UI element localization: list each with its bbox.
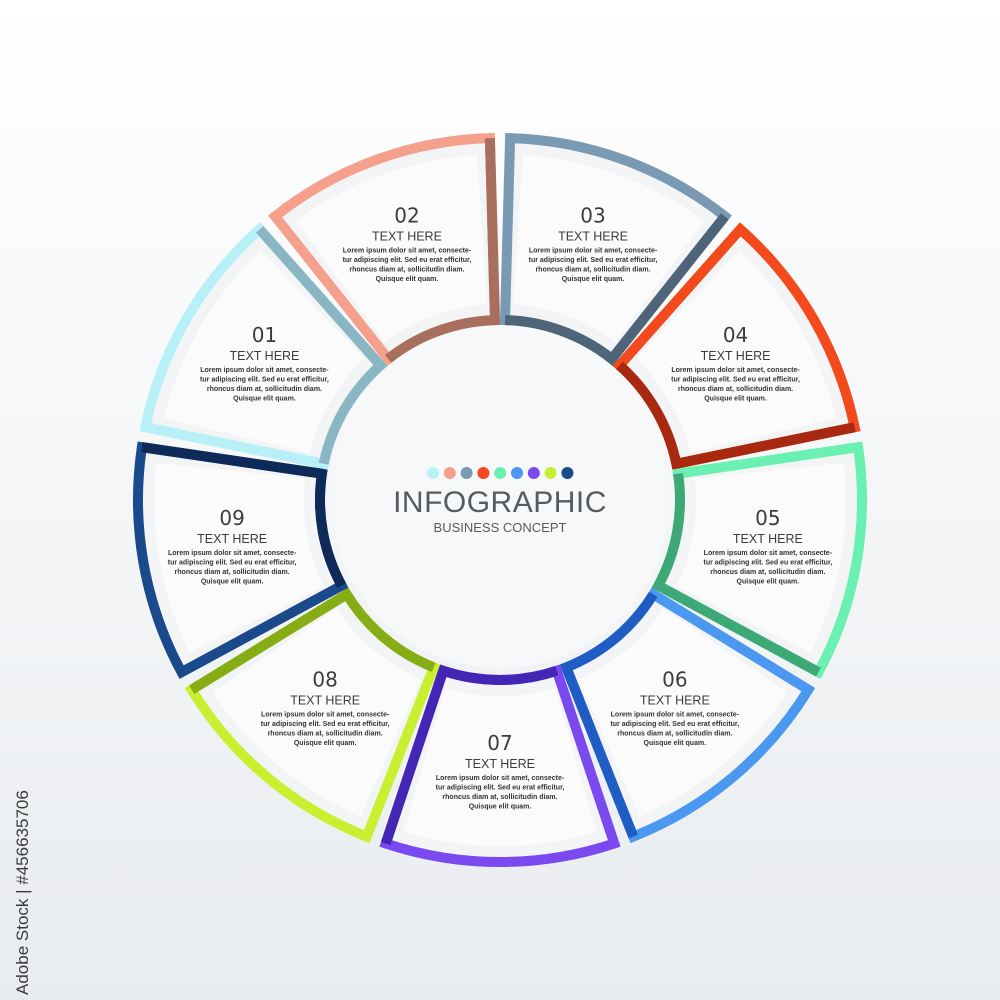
color-dot: [511, 467, 523, 479]
segment-body-line: Quisque elit quam.: [294, 740, 357, 747]
segment-heading: TEXT HERE: [197, 532, 267, 546]
segment-heading: TEXT HERE: [701, 349, 771, 363]
segment-shade: [141, 442, 347, 588]
color-dots: [427, 467, 574, 479]
segment-panel: [154, 462, 325, 653]
segment-body-line: tur adipiscing elit. Sed eu erat efficit…: [168, 560, 297, 567]
segment-shade: [504, 213, 729, 366]
color-dot: [561, 467, 574, 479]
segment-heading: TEXT HERE: [640, 693, 710, 707]
center-title: INFOGRAPHIC: [393, 486, 607, 519]
segment-05[interactable]: 05 TEXT HERE Lorem ipsum dolor sit amet, c…: [651, 441, 867, 679]
segment-01[interactable]: 01 TEXT HERE Lorem ipsum dolor sit amet, c…: [139, 222, 388, 470]
segment-body-line: rhoncus diam at, sollicitudin diam.: [535, 266, 650, 273]
segment-body-line: Quisque elit quam.: [704, 396, 767, 403]
segment-body-line: tur adipiscing elit. Sed eu erat efficit…: [703, 560, 832, 567]
segments-ring: 03 TEXT HERE Lorem ipsum dolor sit amet, c…: [133, 133, 867, 867]
segment-shade: [255, 225, 388, 465]
segment-02[interactable]: 02 TEXT HERE Lorem ipsum dolor sit amet, c…: [268, 133, 501, 366]
segment-heading: TEXT HERE: [372, 229, 442, 243]
segment-body-line: rhoncus diam at, sollicitudin diam.: [207, 386, 322, 393]
segment-body-line: Lorem ipsum dolor sit amet, consecte-: [529, 247, 658, 254]
segment-body-line: tur adipiscing elit. Sed eu erat efficit…: [200, 377, 329, 384]
segment-body-line: Lorem ipsum dolor sit amet, consecte-: [168, 550, 297, 557]
segment-number: 05: [755, 506, 780, 530]
segment-number: 06: [662, 667, 687, 691]
segment-panel: [512, 154, 705, 342]
segment-number: 08: [312, 667, 337, 691]
segment-panel: [675, 462, 847, 653]
segment-body-line: rhoncus diam at, sollicitudin diam.: [349, 266, 464, 273]
segment-03[interactable]: 03 TEXT HERE Lorem ipsum dolor sit amet, c…: [499, 133, 732, 366]
segment-body-line: Quisque elit quam.: [737, 579, 800, 586]
segment-body-line: Lorem ipsum dolor sit amet, consecte-: [436, 775, 565, 782]
segment-body-line: rhoncus diam at, sollicitudin diam.: [175, 569, 290, 576]
color-dot: [494, 467, 507, 479]
segment-07[interactable]: 07 TEXT HERE Lorem ipsum dolor sit amet, c…: [379, 664, 621, 867]
center-subtitle: BUSINESS CONCEPT: [434, 520, 567, 535]
segment-body-line: Quisque elit quam.: [233, 396, 296, 403]
center-circle: [332, 332, 668, 668]
segment-body-line: Lorem ipsum dolor sit amet, consecte-: [671, 367, 800, 374]
segment-number: 09: [219, 506, 244, 530]
segment-heading: TEXT HERE: [558, 229, 628, 243]
segment-shade: [189, 587, 436, 694]
segment-panel: [579, 609, 788, 817]
segment-06[interactable]: 06 TEXT HERE Lorem ipsum dolor sit amet, c…: [559, 587, 816, 844]
color-dot: [477, 467, 490, 479]
color-dot: [427, 467, 439, 479]
segment-body-line: Quisque elit quam.: [562, 276, 625, 283]
segment-heading: TEXT HERE: [290, 693, 360, 707]
segment-body-line: rhoncus diam at, sollicitudin diam.: [678, 386, 793, 393]
segment-number: 04: [723, 323, 748, 347]
segment-panel: [403, 688, 597, 846]
segment-body-line: tur adipiscing elit. Sed eu erat efficit…: [436, 785, 565, 792]
segment-panel: [212, 609, 421, 817]
segment-body-line: tur adipiscing elit. Sed eu erat efficit…: [261, 721, 390, 728]
color-dot: [460, 467, 473, 479]
segment-body-line: Lorem ipsum dolor sit amet, consecte-: [261, 711, 390, 718]
segment-body-line: tur adipiscing elit. Sed eu erat efficit…: [610, 721, 739, 728]
segment-body-line: rhoncus diam at, sollicitudin diam.: [268, 730, 383, 737]
segment-09[interactable]: 09 TEXT HERE Lorem ipsum dolor sit amet, c…: [133, 441, 349, 679]
segment-panel: [635, 250, 837, 454]
segment-heading: TEXT HERE: [465, 757, 535, 771]
segment-body-line: Quisque elit quam.: [644, 740, 707, 747]
segment-body-line: tur adipiscing elit. Sed eu erat efficit…: [529, 257, 658, 264]
segment-body-line: Quisque elit quam.: [201, 579, 264, 586]
segment-04[interactable]: 04 TEXT HERE Lorem ipsum dolor sit amet, c…: [612, 222, 861, 470]
segment-heading: TEXT HERE: [229, 349, 299, 363]
segment-body-line: rhoncus diam at, sollicitudin diam.: [710, 569, 825, 576]
segment-body-line: Quisque elit quam.: [376, 276, 439, 283]
segment-body-line: Lorem ipsum dolor sit amet, consecte-: [343, 247, 472, 254]
segment-panel: [295, 154, 488, 342]
segment-shade: [559, 591, 658, 839]
segment-body-line: Lorem ipsum dolor sit amet, consecte-: [704, 550, 833, 557]
segment-body-line: rhoncus diam at, sollicitudin diam.: [442, 794, 557, 801]
segment-panel: [163, 250, 365, 454]
segment-number: 02: [394, 203, 419, 227]
segment-heading: TEXT HERE: [733, 532, 803, 546]
color-dot: [443, 467, 456, 479]
color-dot: [544, 467, 557, 479]
segment-number: 01: [252, 323, 277, 347]
segment-shade: [385, 138, 501, 363]
segment-body-line: Quisque elit quam.: [469, 804, 532, 811]
segment-body-line: rhoncus diam at, sollicitudin diam.: [617, 730, 732, 737]
segment-number: 03: [580, 203, 605, 227]
watermark: Adobe Stock | #456635706: [13, 790, 32, 995]
segment-shade: [616, 361, 856, 470]
segment-shade: [380, 664, 559, 846]
segment-number: 07: [487, 731, 512, 755]
segment-body-line: tur adipiscing elit. Sed eu erat efficit…: [343, 257, 472, 264]
color-dot: [527, 467, 540, 479]
segment-shade: [651, 472, 821, 677]
segment-body-line: Lorem ipsum dolor sit amet, consecte-: [200, 367, 329, 374]
segment-08[interactable]: 08 TEXT HERE Lorem ipsum dolor sit amet, c…: [184, 587, 441, 844]
segment-body-line: tur adipiscing elit. Sed eu erat efficit…: [671, 377, 800, 384]
segment-body-line: Lorem ipsum dolor sit amet, consecte-: [611, 711, 740, 718]
